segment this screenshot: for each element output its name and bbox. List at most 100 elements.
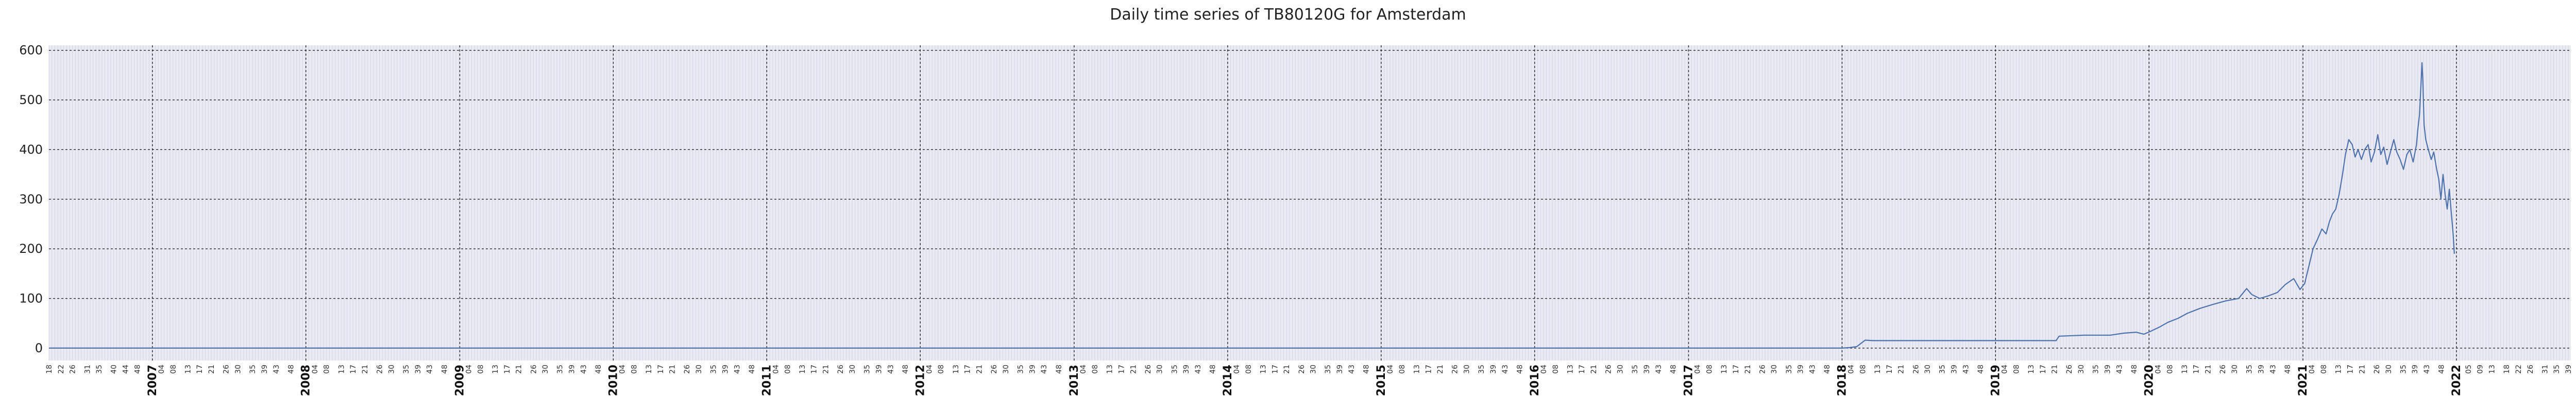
year-tick-label: 2020: [2143, 365, 2156, 396]
week-tick-label: 08: [1706, 365, 1714, 374]
week-tick-label: 17: [2346, 365, 2354, 374]
week-tick-label: 30: [1463, 365, 1471, 374]
week-tick-label: 30: [2385, 365, 2393, 374]
y-tick-label: 100: [19, 291, 43, 306]
week-tick-label: 04: [2154, 365, 2162, 374]
week-tick-label: 08: [630, 365, 638, 374]
week-tick-label: 26: [837, 365, 845, 374]
year-tick-label: 2012: [914, 365, 927, 396]
year-tick-label: 2010: [607, 365, 620, 396]
week-tick-label: 13: [952, 365, 960, 374]
week-tick-label: 05: [2465, 365, 2473, 374]
week-tick-label: 35: [2092, 365, 2100, 374]
week-tick-label: 21: [2358, 365, 2366, 374]
series-line: [49, 62, 2455, 349]
week-tick-label: 30: [695, 365, 703, 374]
year-tick-label: 2021: [2297, 365, 2310, 396]
week-tick-label: 21: [1436, 365, 1445, 374]
week-tick-label: 13: [799, 365, 807, 374]
week-tick-label: 21: [208, 365, 216, 374]
week-tick-label: 26: [2527, 365, 2535, 374]
week-tick-label: 17: [2039, 365, 2047, 374]
week-tick-label: 48: [440, 365, 449, 374]
week-tick-label: 30: [849, 365, 857, 374]
major-gridlines: [49, 45, 2571, 360]
year-tick-label: 2014: [1222, 365, 1234, 396]
week-tick-label: 48: [1977, 365, 1985, 374]
week-tick-label: 17: [1271, 365, 1279, 374]
week-tick-label: 09: [2477, 365, 2485, 374]
week-tick-label: 04: [772, 365, 780, 374]
week-tick-label: 39: [2411, 365, 2419, 374]
week-tick-label: 21: [2051, 365, 2059, 374]
week-tick-label: 04: [925, 365, 934, 374]
week-tick-label: 39: [568, 365, 577, 374]
year-tick-label: 2018: [1836, 365, 1849, 396]
week-tick-label: 30: [541, 365, 550, 374]
week-tick-label: 13: [1413, 365, 1421, 374]
week-tick-label: 21: [1283, 365, 1291, 374]
week-tick-label: 26: [1912, 365, 1920, 374]
week-tick-label: 17: [196, 365, 204, 374]
week-tick-label: 26: [2065, 365, 2074, 374]
week-tick-label: 39: [1336, 365, 1344, 374]
week-tick-label: 39: [1489, 365, 1498, 374]
week-tick-label: 17: [964, 365, 972, 374]
week-tick-label: 13: [2488, 365, 2497, 374]
week-tick-label: 35: [402, 365, 411, 374]
week-tick-label: 30: [2231, 365, 2239, 374]
y-axis-ticks: 0 100 200 300 400 500 600: [19, 43, 43, 355]
week-tick-label: 48: [2130, 365, 2139, 374]
week-tick-label: 04: [1386, 365, 1395, 374]
week-tick-label: 13: [1106, 365, 1114, 374]
week-tick-label: 43: [1962, 365, 1970, 374]
week-tick-label: 18: [45, 365, 54, 374]
week-tick-label: 39: [2257, 365, 2265, 374]
week-tick-label: 13: [1566, 365, 1574, 374]
week-tick-label: 39: [875, 365, 883, 374]
week-tick-label: 26: [1758, 365, 1767, 374]
week-tick-label: 22: [57, 365, 65, 374]
week-tick-label: 13: [2181, 365, 2189, 374]
week-tick-label: 35: [95, 365, 104, 374]
week-tick-label: 08: [1398, 365, 1406, 374]
week-tick-label: 04: [1694, 365, 1702, 374]
week-tick-label: 13: [645, 365, 653, 374]
week-tick-label: 21: [669, 365, 677, 374]
week-tick-label: 48: [902, 365, 910, 374]
week-tick-label: 43: [2115, 365, 2124, 374]
year-tick-label: 2015: [1375, 365, 1388, 396]
week-tick-label: 04: [1233, 365, 1241, 374]
week-tick-label: 04: [1848, 365, 1856, 374]
week-tick-label: 13: [2335, 365, 2343, 374]
year-tick-label: 2009: [453, 365, 466, 396]
week-tick-label: 26: [69, 365, 77, 374]
x-axis-ticks: 2007 2008 2009 2010 2011 2012 2013 2014 2015 2016…: [45, 365, 2573, 396]
week-tick-label: 26: [1144, 365, 1153, 374]
week-tick-label: 13: [492, 365, 500, 374]
week-tick-label: 31: [2541, 365, 2549, 374]
week-tick-label: 39: [722, 365, 730, 374]
week-tick-label: 08: [2320, 365, 2328, 374]
week-tick-label: 08: [170, 365, 178, 374]
year-tick-label: 2017: [1683, 365, 1696, 396]
week-tick-label: 48: [748, 365, 756, 374]
week-tick-label: 48: [1362, 365, 1370, 374]
week-tick-label: 22: [2515, 365, 2523, 374]
week-tick-label: 43: [2423, 365, 2431, 374]
week-tick-label: 26: [376, 365, 384, 374]
week-tick-label: 26: [2373, 365, 2381, 374]
week-tick-label: 04: [158, 365, 166, 374]
week-tick-label: 26: [530, 365, 538, 374]
week-tick-label: 30: [234, 365, 242, 374]
week-tick-label: 08: [323, 365, 331, 374]
y-tick-label: 400: [19, 142, 43, 157]
week-tick-label: 43: [1348, 365, 1356, 374]
week-tick-label: 08: [1091, 365, 1099, 374]
year-tick-label: 2007: [146, 365, 159, 396]
week-tick-label: 21: [1590, 365, 1598, 374]
week-tick-label: 08: [1552, 365, 1560, 374]
week-tick-label: 26: [1298, 365, 1306, 374]
week-tick-label: 39: [1028, 365, 1037, 374]
